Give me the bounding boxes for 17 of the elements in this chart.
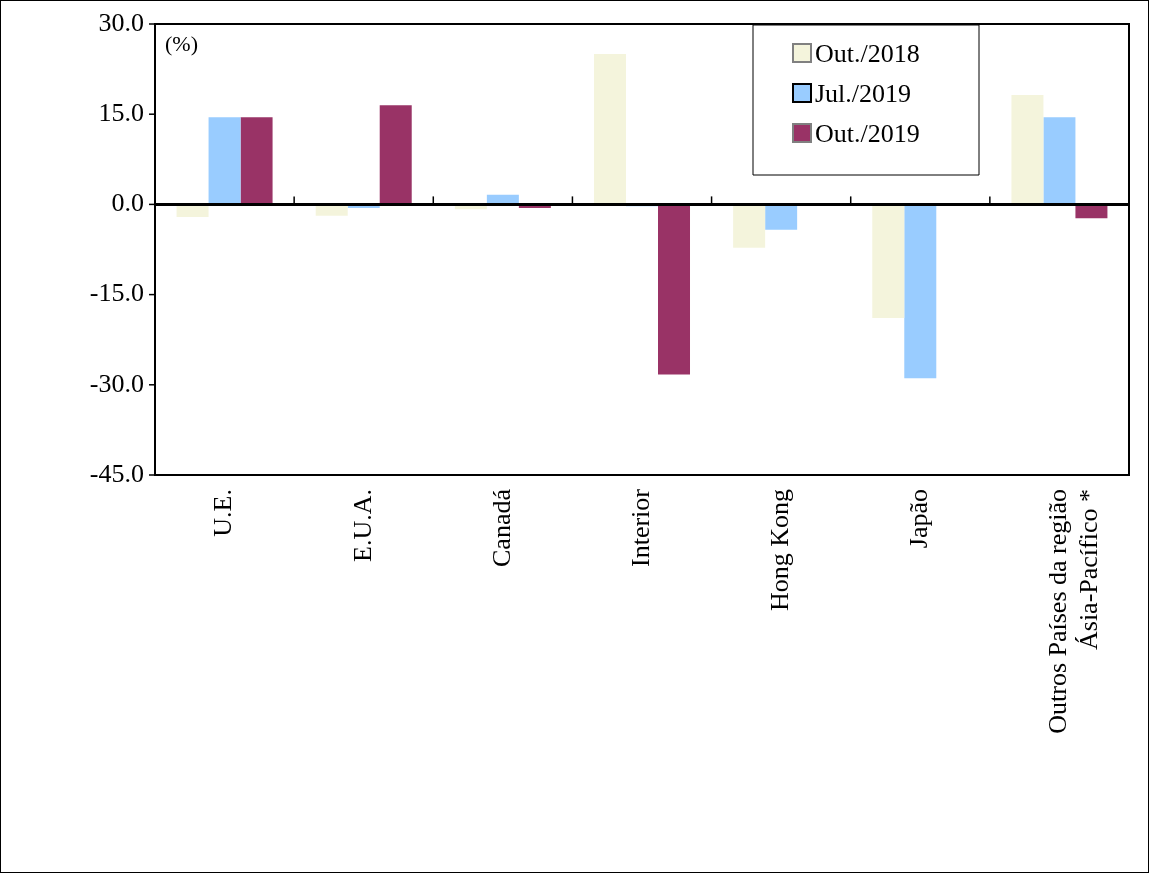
y-tick-label: 0.0: [111, 188, 144, 218]
y-tick-label: 15.0: [98, 98, 144, 128]
y-tick-label: 30.0: [98, 7, 144, 37]
x-tick-label: Hong Kong: [764, 489, 794, 612]
x-tick-label: Interior: [625, 488, 655, 567]
x-tick-label: E.U.A.: [347, 489, 377, 562]
y-tick-label: -30.0: [89, 368, 144, 398]
x-tick-label: U.E.: [208, 489, 238, 537]
x-tick-label: Canadá: [486, 488, 516, 567]
legend-label: Jul./2019: [815, 78, 912, 108]
annotation: (%): [165, 30, 198, 56]
y-tick-label: -15.0: [89, 278, 144, 308]
legend-label: Out./2018: [815, 38, 920, 68]
x-tick-label: Japão: [904, 489, 934, 549]
y-tick-label: -45.0: [89, 458, 144, 488]
x-tick-label: Outros Países da região Ásia-Pacífico *: [1043, 489, 1104, 734]
legend-label: Out./2019: [815, 118, 920, 148]
